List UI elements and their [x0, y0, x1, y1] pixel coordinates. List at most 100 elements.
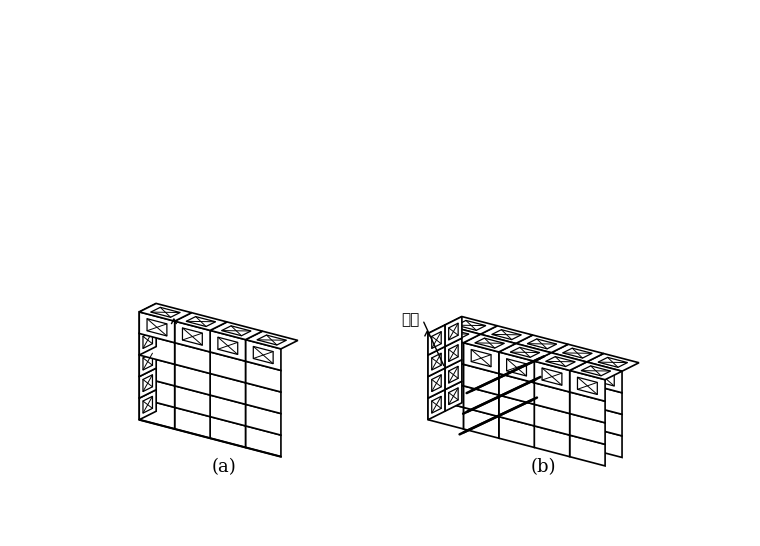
Polygon shape — [581, 366, 610, 376]
Polygon shape — [182, 328, 202, 345]
Polygon shape — [551, 417, 587, 448]
Polygon shape — [192, 390, 208, 420]
Polygon shape — [551, 396, 587, 426]
Polygon shape — [516, 335, 568, 353]
Polygon shape — [218, 337, 238, 354]
Polygon shape — [551, 345, 603, 362]
Polygon shape — [480, 377, 516, 408]
Polygon shape — [192, 347, 208, 377]
Polygon shape — [499, 417, 534, 447]
Polygon shape — [445, 381, 462, 411]
Polygon shape — [499, 352, 534, 383]
Polygon shape — [201, 368, 231, 378]
Polygon shape — [448, 323, 458, 340]
Polygon shape — [175, 343, 210, 373]
Polygon shape — [226, 373, 242, 403]
Polygon shape — [578, 377, 597, 394]
Polygon shape — [464, 343, 499, 373]
Polygon shape — [480, 399, 516, 430]
Text: (b): (b) — [530, 458, 556, 476]
Polygon shape — [587, 362, 622, 393]
Polygon shape — [222, 326, 251, 336]
Polygon shape — [245, 383, 281, 413]
Polygon shape — [245, 405, 281, 435]
Polygon shape — [139, 325, 157, 355]
Polygon shape — [143, 396, 153, 413]
Polygon shape — [511, 347, 540, 357]
Polygon shape — [175, 364, 210, 395]
Polygon shape — [245, 340, 281, 370]
Polygon shape — [559, 359, 579, 377]
Polygon shape — [143, 331, 153, 348]
Polygon shape — [428, 368, 445, 398]
Polygon shape — [428, 334, 464, 364]
Polygon shape — [587, 383, 622, 414]
Polygon shape — [432, 331, 442, 348]
Polygon shape — [175, 377, 192, 407]
Polygon shape — [253, 346, 273, 364]
Polygon shape — [453, 332, 473, 349]
Polygon shape — [445, 317, 497, 334]
Polygon shape — [464, 364, 499, 395]
Polygon shape — [428, 325, 445, 355]
Polygon shape — [594, 369, 614, 386]
Polygon shape — [471, 349, 491, 367]
Polygon shape — [445, 368, 480, 399]
Polygon shape — [570, 362, 622, 379]
Polygon shape — [139, 312, 175, 343]
Polygon shape — [210, 417, 245, 447]
Polygon shape — [570, 435, 605, 466]
Polygon shape — [210, 373, 245, 405]
Polygon shape — [175, 313, 227, 330]
Polygon shape — [457, 321, 486, 330]
Polygon shape — [432, 396, 442, 413]
Polygon shape — [492, 330, 521, 340]
Text: (a): (a) — [211, 458, 236, 476]
Polygon shape — [435, 340, 456, 358]
Polygon shape — [139, 325, 192, 343]
Polygon shape — [598, 358, 628, 367]
Text: 钒筋: 钒筋 — [401, 312, 420, 327]
Polygon shape — [175, 399, 192, 429]
Polygon shape — [139, 347, 157, 377]
Polygon shape — [257, 335, 287, 345]
Polygon shape — [480, 326, 533, 343]
Polygon shape — [516, 365, 551, 396]
Polygon shape — [516, 408, 551, 439]
Polygon shape — [192, 369, 208, 399]
Polygon shape — [143, 353, 153, 370]
Polygon shape — [168, 342, 197, 352]
Polygon shape — [143, 375, 153, 391]
Polygon shape — [534, 383, 570, 413]
Polygon shape — [570, 413, 605, 444]
Polygon shape — [210, 330, 245, 361]
Polygon shape — [499, 343, 551, 361]
Polygon shape — [448, 388, 458, 405]
Polygon shape — [445, 360, 462, 390]
Polygon shape — [157, 338, 208, 356]
Polygon shape — [208, 360, 226, 390]
Polygon shape — [185, 355, 214, 365]
Polygon shape — [448, 366, 458, 383]
Polygon shape — [147, 319, 167, 336]
Polygon shape — [480, 356, 516, 387]
Polygon shape — [570, 392, 605, 423]
Polygon shape — [139, 334, 175, 364]
Polygon shape — [480, 334, 516, 365]
Polygon shape — [210, 322, 262, 340]
Polygon shape — [245, 331, 298, 349]
Polygon shape — [208, 382, 226, 412]
Polygon shape — [175, 386, 210, 417]
Polygon shape — [139, 368, 157, 398]
Polygon shape — [210, 395, 245, 426]
Polygon shape — [524, 351, 543, 367]
Polygon shape — [587, 426, 622, 458]
Polygon shape — [175, 407, 210, 438]
Polygon shape — [445, 390, 480, 420]
Polygon shape — [587, 405, 622, 436]
Polygon shape — [551, 353, 587, 383]
Polygon shape — [173, 351, 226, 369]
Polygon shape — [143, 310, 153, 327]
Polygon shape — [464, 407, 499, 438]
Polygon shape — [139, 304, 192, 321]
